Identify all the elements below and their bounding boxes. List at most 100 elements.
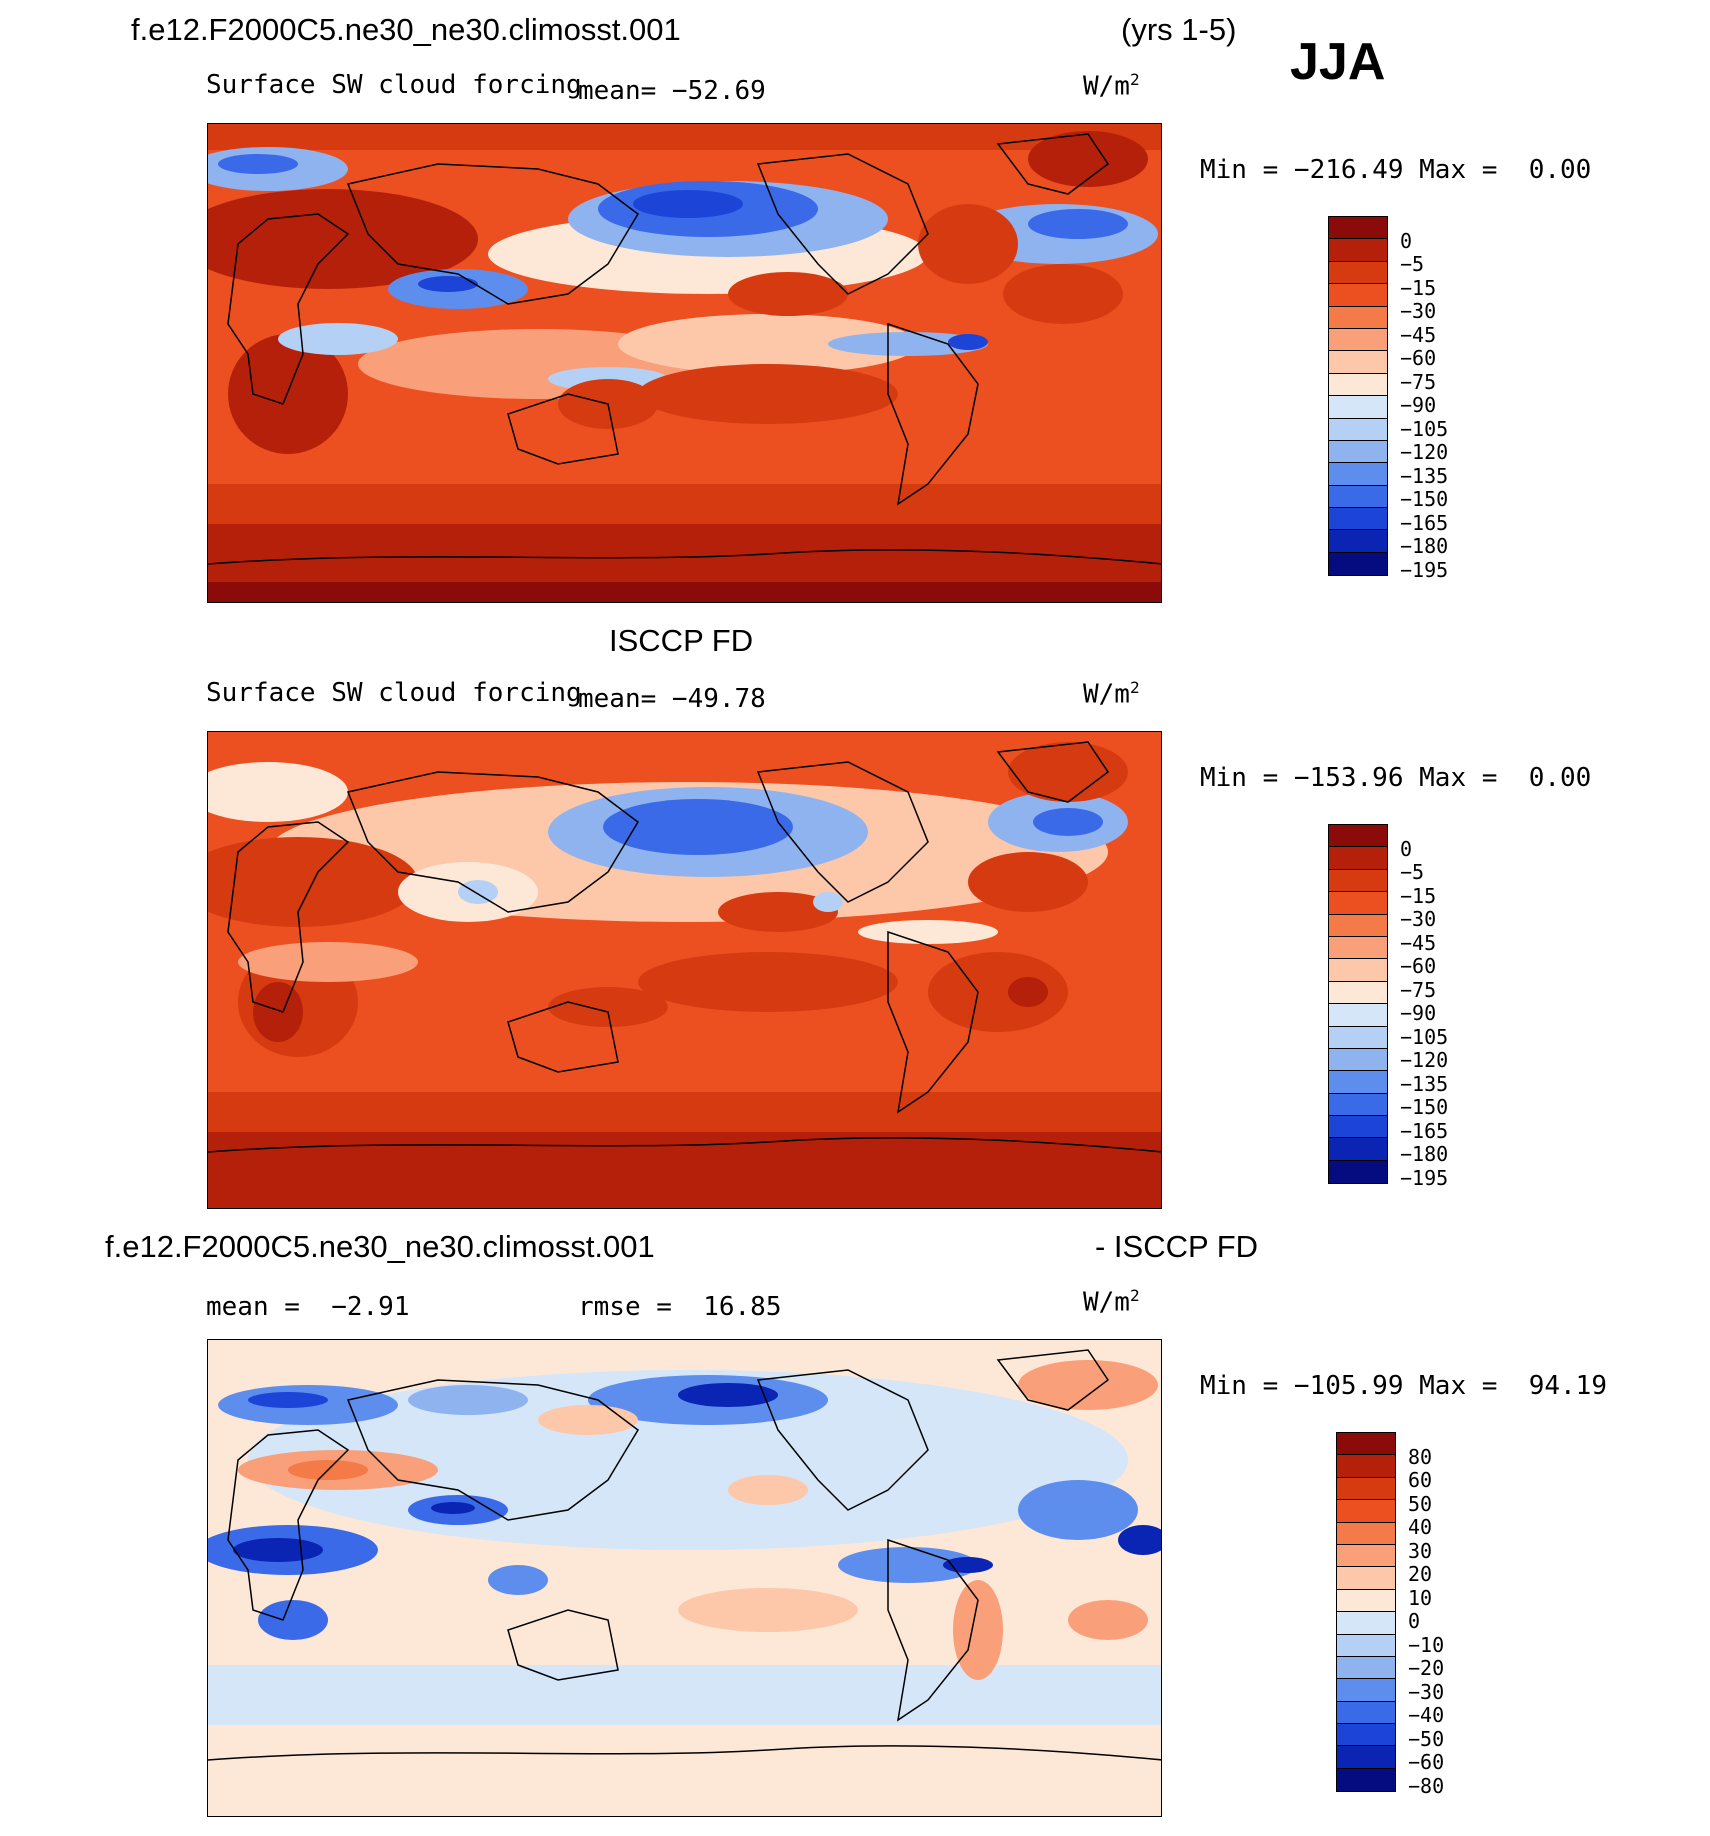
panel3-colorbar-tick-label: 60 (1408, 1468, 1433, 1492)
panel1-colorbar-tick-label: −135 (1400, 463, 1449, 488)
panel1-colorbar-tick-label: 0 (1400, 228, 1413, 253)
case-title: f.e12.F2000C5.ne30_ne30.climosst.001 (131, 12, 681, 47)
panel2-colorbar-tick-label: −165 (1400, 1118, 1449, 1143)
panel3-colorbar-swatch (1337, 1656, 1395, 1680)
panel1-colorbar-swatch (1329, 217, 1387, 240)
panel3-colorbar-swatch (1337, 1679, 1395, 1702)
panel2-colorbar-tick-label: −195 (1400, 1165, 1449, 1190)
panel2-colorbar-tick-label: −75 (1400, 977, 1437, 1002)
panel1-units: W/m2 (1083, 70, 1140, 102)
panel1-colorbar-tick-label: −90 (1400, 393, 1437, 417)
panel3-colorbar-tick-label: −80 (1408, 1773, 1445, 1798)
panel1-colorbar-swatch (1329, 485, 1387, 509)
panel3-colorbar-tick-label: −50 (1408, 1726, 1445, 1751)
panel1-colorbar-swatch (1329, 508, 1387, 531)
panel2-variable: Surface SW cloud forcing (206, 678, 582, 708)
panel2-map (207, 731, 1162, 1209)
panel2-colorbar-tick-label: −105 (1400, 1024, 1449, 1049)
panel1-colorbar-tick-label: −165 (1400, 510, 1449, 535)
panel1-colorbar-swatch (1329, 373, 1387, 397)
panel3-units: W/m2 (1083, 1286, 1140, 1318)
panel1-colorbar-tick-label: −195 (1400, 557, 1449, 582)
panel2-colorbar-tick-label: −60 (1400, 954, 1437, 978)
panel2-title: ISCCP FD (609, 623, 754, 658)
panel3-colorbar-swatch (1337, 1544, 1395, 1568)
panel1-colorbar-swatch (1329, 284, 1387, 307)
panel3-colorbar-swatch (1337, 1455, 1395, 1478)
panel3-colorbar-tick-label: −20 (1408, 1656, 1445, 1680)
panel1-colorbar-swatch (1329, 239, 1387, 262)
panel3-colorbar-swatch (1337, 1768, 1395, 1792)
panel3-title-left: f.e12.F2000C5.ne30_ne30.climosst.001 (105, 1229, 655, 1264)
panel3-colorbar-tick-label: −30 (1408, 1679, 1445, 1704)
panel3-colorbar-swatch (1337, 1724, 1395, 1747)
panel3-colorbar-swatch (1337, 1746, 1395, 1769)
season-label: JJA (1290, 33, 1386, 91)
panel3-colorbar-tick-label: −10 (1408, 1632, 1445, 1657)
panel1-colorbar-swatch (1329, 530, 1387, 553)
panel3-colorbar-tick-label: −40 (1408, 1703, 1445, 1727)
panel3-colorbar-swatch (1337, 1433, 1395, 1456)
panel1-colorbar-tick-label: −180 (1400, 534, 1449, 558)
panel1-colorbar-tick-label: −75 (1400, 369, 1437, 394)
panel2-colorbar-swatch (1329, 1160, 1387, 1184)
panel2-colorbar-swatch (1329, 914, 1387, 937)
panel3-colorbar-swatch (1337, 1634, 1395, 1657)
panel2-colorbar-swatch (1329, 981, 1387, 1005)
panel2-colorbar-tick-label: −15 (1400, 883, 1437, 908)
panel1-variable: Surface SW cloud forcing (206, 70, 582, 100)
panel1-colorbar-swatch (1329, 351, 1387, 374)
panel1-colorbar: 0 −5 −15 −30 −45 −60 −75 −90 −105 −120 −135 −150 −16… (1328, 216, 1448, 580)
panel1-colorbar-swatch (1329, 552, 1387, 576)
panel2-colorbar-swatch (1329, 959, 1387, 982)
panel2-colorbar-swatch (1329, 1138, 1387, 1161)
panel2-colorbar-tick-label: −120 (1400, 1048, 1449, 1072)
panel3-minmax: Min = −105.99 Max = 94.19 (1200, 1371, 1607, 1401)
panel3-colorbar-tick-label: 20 (1408, 1562, 1433, 1586)
panel2-units: W/m2 (1083, 678, 1140, 710)
panel3-map (207, 1339, 1162, 1817)
panel3-colorbar-tick-label: 10 (1408, 1585, 1433, 1610)
panel3-rmse: rmse = 16.85 (578, 1292, 782, 1322)
panel3-colorbar-swatch (1337, 1500, 1395, 1523)
years-label: (yrs 1-5) (1121, 12, 1237, 47)
panel3-colorbar-tick-label: 50 (1408, 1491, 1433, 1516)
panel3-colorbar-tick-label: 30 (1408, 1538, 1433, 1563)
panel3-colorbar-swatch (1337, 1567, 1395, 1590)
panel1-mean: mean= −52.69 (578, 76, 766, 106)
panel3-colorbar-swatch (1337, 1589, 1395, 1613)
panel3-colorbar-tick-label: 40 (1408, 1515, 1433, 1539)
panel1-colorbar-swatch (1329, 261, 1387, 285)
panel2-colorbar-swatch (1329, 1116, 1387, 1139)
panel1-colorbar-swatch (1329, 328, 1387, 352)
panel2-colorbar-tick-label: −30 (1400, 907, 1437, 931)
panel2-colorbar-tick-label: −180 (1400, 1142, 1449, 1166)
panel1-colorbar-tick-label: −150 (1400, 487, 1449, 511)
panel3-colorbar-swatch (1337, 1701, 1395, 1725)
panel3-colorbar-swatch (1337, 1612, 1395, 1635)
panel2-colorbar-swatch (1329, 1026, 1387, 1049)
panel1-colorbar-swatch (1329, 306, 1387, 329)
panel1-minmax: Min = −216.49 Max = 0.00 (1200, 155, 1592, 185)
panel1-colorbar-swatch (1329, 418, 1387, 441)
panel1-map (207, 123, 1162, 603)
panel2-colorbar-tick-label: −45 (1400, 930, 1437, 955)
panel2-colorbar-tick-label: −5 (1400, 860, 1425, 884)
panel2-colorbar-tick-label: −135 (1400, 1071, 1449, 1096)
panel2-colorbar-tick-label: −150 (1400, 1095, 1449, 1119)
panel2-colorbar-swatch (1329, 1093, 1387, 1117)
panel3-colorbar-tick-label: −60 (1408, 1750, 1445, 1774)
panel1-colorbar-tick-label: −15 (1400, 275, 1437, 300)
panel2-colorbar: 0 −5 −15 −30 −45 −60 −75 −90 −105 −120 −135 −150 −16… (1328, 824, 1448, 1188)
panel2-colorbar-swatch (1329, 936, 1387, 960)
panel2-colorbar-swatch (1329, 825, 1387, 848)
panel3-colorbar-tick-label: 80 (1408, 1444, 1433, 1469)
panel1-colorbar-swatch (1329, 396, 1387, 419)
panel1-colorbar-tick-label: −5 (1400, 252, 1425, 276)
panel2-colorbar-swatch (1329, 1071, 1387, 1094)
panel1-colorbar-swatch (1329, 440, 1387, 464)
panel2-colorbar-swatch (1329, 1004, 1387, 1027)
panel2-colorbar-swatch (1329, 869, 1387, 893)
panel1-colorbar-tick-label: −45 (1400, 322, 1437, 347)
panel2-colorbar-swatch (1329, 1048, 1387, 1072)
